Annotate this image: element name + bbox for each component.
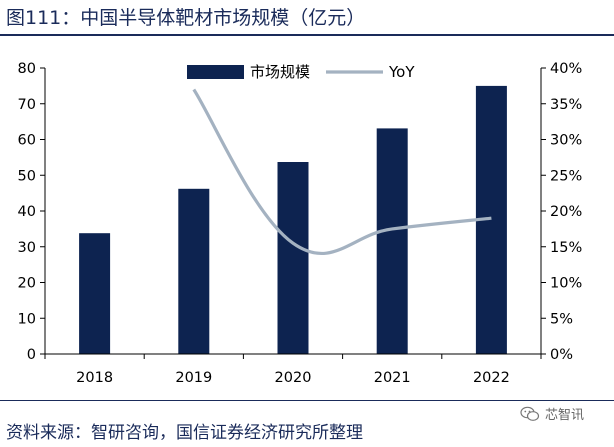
axes-layer: 0 10 20 30 40 50 60 70 80 0% 5% 10% 15% 20% 25% 30% 35% 4… (18, 61, 583, 386)
y-left-tick-label: 40 (18, 204, 36, 220)
x-tick-label: 2021 (374, 370, 411, 386)
bar-2020 (277, 162, 309, 354)
x-tick-label: 2020 (275, 370, 312, 386)
y-left-tick-label: 50 (18, 168, 36, 184)
yoy-line-layer (192, 88, 492, 256)
y-right-tick-label: 30% (550, 133, 582, 149)
y-left-tick-label: 10 (18, 311, 36, 327)
bar-2019 (178, 188, 210, 354)
y-left-tick-label: 60 (18, 133, 36, 149)
source-note: 资料来源：智研咨询，国信证券经济研究所整理 (6, 423, 363, 443)
wechat-icon (520, 406, 540, 422)
y-right-tick-label: 35% (550, 97, 582, 113)
figure-title: 图111：中国半导体靶材市场规模（亿元） (6, 7, 366, 29)
yoy-line (192, 88, 492, 256)
legend: 市场规模 YoY (187, 63, 415, 81)
y-right-tick-label: 5% (550, 311, 573, 327)
y-right-tick-label: 15% (550, 240, 582, 256)
y-left-tick-label: 70 (18, 97, 36, 113)
bar-2018 (79, 233, 111, 354)
y-left-tick-label: 30 (18, 240, 36, 256)
y-right-tick-label: 40% (550, 61, 582, 77)
x-tick-label: 2018 (76, 370, 113, 386)
y-left-tick-label: 0 (27, 347, 36, 363)
y-right-tick-label: 0% (550, 347, 573, 363)
legend-label-bar: 市场规模 (250, 63, 310, 81)
y-left-tick-label: 80 (18, 61, 36, 77)
bottom-divider (0, 400, 614, 401)
bar-2021 (376, 128, 408, 354)
bars-layer (79, 85, 507, 355)
y-right-tick-label: 10% (550, 276, 582, 292)
x-tick-label: 2022 (473, 370, 510, 386)
legend-label-line: YoY (388, 63, 415, 81)
legend-swatch-bar (187, 65, 244, 79)
x-tick-label: 2019 (175, 370, 212, 386)
bar-line-chart: 0 10 20 30 40 50 60 70 80 0% 5% 10% 15% 20% 25% 30% 35% 4… (18, 61, 583, 386)
y-left-tick-label: 20 (18, 276, 36, 292)
watermark-text: 芯智讯 (545, 408, 585, 423)
title-divider (0, 34, 614, 36)
y-right-tick-label: 25% (550, 168, 582, 184)
watermark: 芯智讯 (520, 404, 584, 423)
y-right-tick-label: 20% (550, 204, 582, 220)
